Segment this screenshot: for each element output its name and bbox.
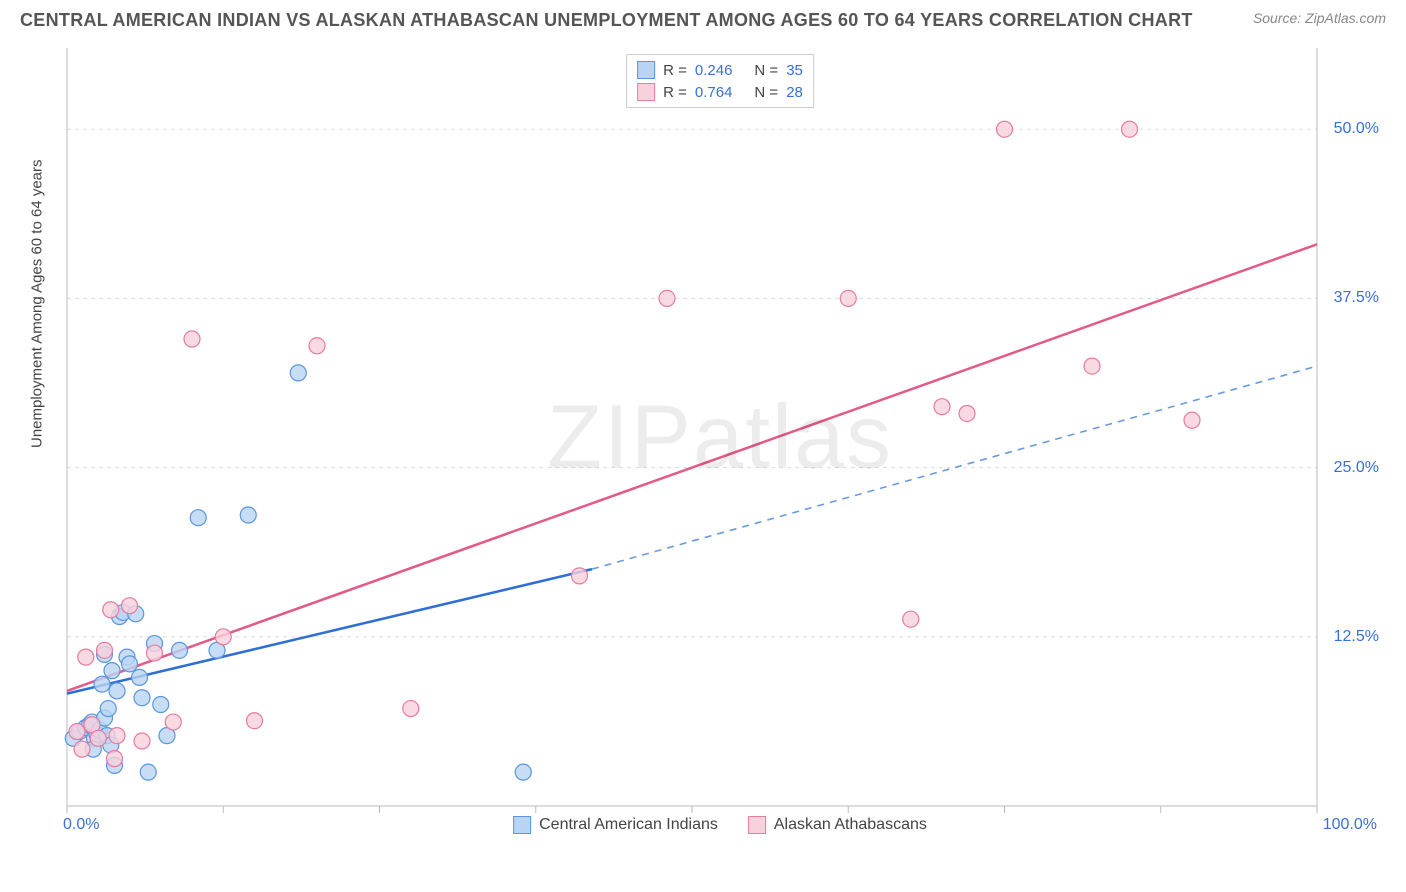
x-axis-label-max: 100.0% xyxy=(1323,816,1377,834)
legend-swatch-bottom-2 xyxy=(748,816,766,834)
legend-r-eq-1: R = xyxy=(663,62,687,79)
legend-row-series-2: R = 0.764 N = 28 xyxy=(637,81,803,103)
legend-item-1: Central American Indians xyxy=(513,816,718,834)
legend-r-eq-2: R = xyxy=(663,84,687,101)
y-tick-label: 25.0% xyxy=(1334,459,1379,477)
correlation-legend: R = 0.246 N = 35 R = 0.764 N = 28 xyxy=(626,54,814,108)
y-tick-label: 12.5% xyxy=(1334,628,1379,646)
legend-swatch-bottom-1 xyxy=(513,816,531,834)
y-tick-label: 50.0% xyxy=(1334,120,1379,138)
legend-n-val-1: 35 xyxy=(786,62,803,79)
series-legend: Central American Indians Alaskan Athabas… xyxy=(513,816,927,834)
legend-n-eq-2: N = xyxy=(754,84,778,101)
legend-swatch-2 xyxy=(637,83,655,101)
chart-container: Unemployment Among Ages 60 to 64 years Z… xyxy=(55,48,1385,838)
scatter-plot xyxy=(55,48,1385,838)
chart-title: CENTRAL AMERICAN INDIAN VS ALASKAN ATHAB… xyxy=(20,10,1193,31)
legend-label-2: Alaskan Athabascans xyxy=(774,816,927,834)
y-tick-label: 37.5% xyxy=(1334,289,1379,307)
legend-swatch-1 xyxy=(637,61,655,79)
title-bar: CENTRAL AMERICAN INDIAN VS ALASKAN ATHAB… xyxy=(0,0,1406,31)
x-axis-label-min: 0.0% xyxy=(63,816,99,834)
legend-n-eq-1: N = xyxy=(754,62,778,79)
legend-n-val-2: 28 xyxy=(786,84,803,101)
source-label: Source: ZipAtlas.com xyxy=(1253,10,1386,26)
legend-label-1: Central American Indians xyxy=(539,816,718,834)
legend-item-2: Alaskan Athabascans xyxy=(748,816,927,834)
legend-r-val-1: 0.246 xyxy=(695,62,733,79)
legend-r-val-2: 0.764 xyxy=(695,84,733,101)
y-axis-label: Unemployment Among Ages 60 to 64 years xyxy=(29,159,46,448)
legend-row-series-1: R = 0.246 N = 35 xyxy=(637,59,803,81)
